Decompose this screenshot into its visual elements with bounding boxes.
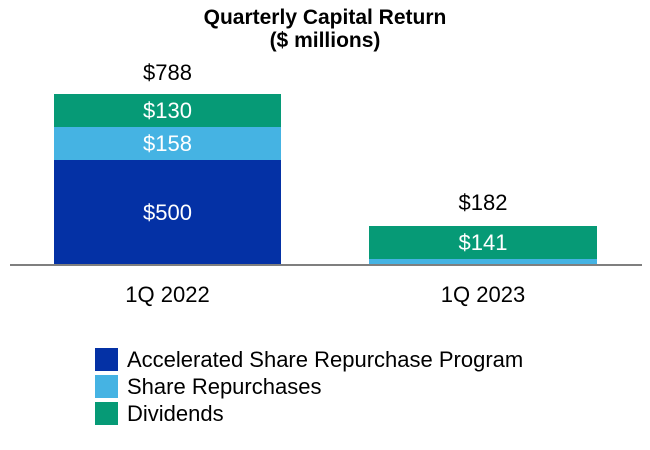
chart-subtitle: ($ millions): [269, 29, 381, 52]
legend-swatch-share-repurchases: [95, 375, 118, 398]
legend-item-dividends: Dividends: [95, 402, 523, 425]
chart-title-line1: Quarterly Capital Return: [203, 6, 447, 29]
segment-share-repurchases-1q2022: $158: [54, 127, 281, 160]
legend-swatch-asr-program: [95, 348, 118, 371]
segment-share-repurchases-1q2023: [369, 259, 597, 265]
total-label-1q2023: $182: [458, 190, 508, 215]
x-axis-line: [10, 264, 642, 266]
x-axis-label-1q2023: 1Q 2023: [440, 282, 526, 307]
legend-label-dividends: Dividends: [127, 401, 224, 426]
chart-title: Quarterly Capital Return ($ millions): [0, 6, 650, 52]
stacked-bar-1q2023: $141: [369, 226, 597, 265]
segment-asr-program-1q2022: $500: [54, 160, 281, 265]
segment-dividends-1q2022: $130: [54, 94, 281, 127]
segment-label-asr-program-1q2022: $500: [143, 199, 192, 225]
segment-dividends-1q2023: $141: [369, 226, 597, 259]
segment-label-share-repurchases-1q2022: $158: [143, 130, 192, 156]
legend-item-asr-program: Accelerated Share Repurchase Program: [95, 348, 523, 371]
legend-label-asr-program: Accelerated Share Repurchase Program: [127, 347, 524, 372]
legend-label-share-repurchases: Share Repurchases: [127, 374, 322, 399]
x-axis-label-1q2022: 1Q 2022: [125, 282, 210, 307]
legend-item-share-repurchases: Share Repurchases: [95, 375, 523, 398]
legend: Accelerated Share Repurchase Program Sha…: [95, 348, 523, 429]
legend-swatch-dividends: [95, 402, 118, 425]
segment-label-dividends-1q2023: $141: [458, 229, 508, 255]
segment-label-dividends-1q2022: $130: [143, 97, 192, 123]
stacked-bar-1q2022: $130 $158 $500: [54, 94, 281, 265]
total-label-1q2022: $788: [143, 60, 192, 85]
